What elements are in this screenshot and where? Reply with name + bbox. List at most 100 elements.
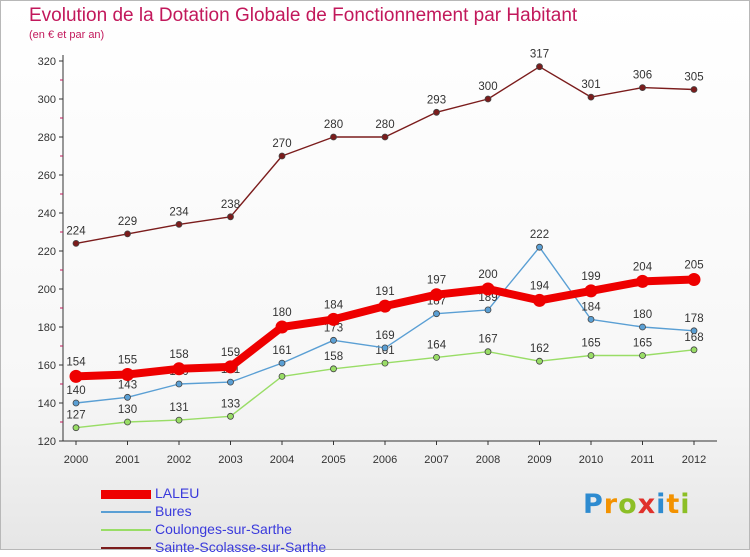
data-label-coulonges-sur-sarthe: 164 (427, 339, 447, 351)
data-point-laleu (481, 282, 495, 296)
data-point-coulonges-sur-sarthe (278, 372, 286, 380)
data-point-laleu (327, 312, 340, 326)
data-label-bures: 169 (375, 330, 394, 342)
y-tick-label: 320 (38, 56, 56, 68)
x-tick-label: 2008 (476, 454, 500, 466)
data-point-coulonges-sur-sarthe (124, 418, 131, 426)
data-point-laleu (687, 273, 701, 286)
data-point-sainte-scolasse-sur-sarthe (484, 95, 492, 103)
data-label-laleu: 180 (272, 307, 291, 319)
data-point-coulonges-sur-sarthe (639, 352, 646, 359)
data-label-sainte-scolasse-sur-sarthe: 238 (221, 199, 240, 211)
data-point-bures (690, 327, 698, 335)
data-point-bures (330, 336, 337, 344)
data-point-coulonges-sur-sarthe (690, 346, 698, 354)
data-point-bures (227, 378, 234, 386)
y-tick-label: 240 (38, 208, 56, 220)
data-point-coulonges-sur-sarthe (175, 416, 183, 424)
data-point-coulonges-sur-sarthe (433, 353, 440, 361)
data-point-laleu (378, 299, 392, 313)
data-label-bures: 140 (66, 385, 85, 397)
data-label-laleu: 204 (633, 261, 653, 273)
data-point-coulonges-sur-sarthe (330, 365, 337, 373)
y-tick-label: 220 (38, 246, 56, 258)
data-label-sainte-scolasse-sur-sarthe: 224 (66, 225, 86, 237)
data-point-bures (72, 399, 80, 407)
logo-letter: i (680, 489, 691, 520)
data-point-sainte-scolasse-sur-sarthe (433, 108, 440, 116)
data-label-coulonges-sur-sarthe: 165 (581, 338, 600, 350)
data-point-laleu (636, 274, 649, 288)
data-label-sainte-scolasse-sur-sarthe: 306 (633, 70, 652, 82)
x-tick-label: 2000 (64, 454, 88, 466)
legend-label: Bures (155, 503, 192, 519)
data-label-laleu: 205 (684, 260, 703, 272)
data-point-coulonges-sur-sarthe (587, 352, 595, 359)
data-label-coulonges-sur-sarthe: 158 (324, 351, 343, 363)
data-point-coulonges-sur-sarthe (227, 412, 234, 420)
legend-label: LALEU (155, 485, 200, 501)
data-label-sainte-scolasse-sur-sarthe: 270 (272, 138, 291, 150)
data-point-bures (124, 393, 131, 401)
data-label-laleu: 184 (324, 299, 344, 311)
data-label-laleu: 199 (581, 271, 600, 283)
data-label-coulonges-sur-sarthe: 168 (684, 332, 703, 344)
data-label-bures: 143 (118, 379, 137, 391)
data-label-sainte-scolasse-sur-sarthe: 229 (118, 216, 137, 228)
data-point-bures (587, 315, 595, 323)
data-label-sainte-scolasse-sur-sarthe: 234 (169, 206, 189, 218)
data-point-bures (484, 306, 492, 314)
x-tick-label: 2007 (424, 454, 448, 466)
logo-letter: o (618, 489, 638, 520)
data-point-laleu (533, 293, 546, 307)
data-label-laleu: 158 (169, 349, 188, 361)
data-point-sainte-scolasse-sur-sarthe (587, 93, 595, 101)
data-point-laleu (224, 360, 237, 374)
data-point-sainte-scolasse-sur-sarthe (227, 213, 234, 221)
legend-swatch (101, 547, 151, 549)
data-label-coulonges-sur-sarthe: 130 (118, 404, 137, 416)
data-label-laleu: 155 (118, 355, 137, 367)
chart-title: Evolution de la Dotation Globale de Fonc… (29, 5, 578, 26)
data-point-sainte-scolasse-sur-sarthe (175, 220, 183, 228)
data-point-bures (536, 243, 543, 251)
legend-item: Coulonges-sur-Sarthe (101, 521, 401, 539)
data-point-sainte-scolasse-sur-sarthe (72, 239, 80, 247)
chart-subtitle: (en € et par an) (29, 29, 105, 41)
x-tick-label: 2003 (218, 454, 242, 466)
data-label-sainte-scolasse-sur-sarthe: 301 (581, 79, 600, 91)
data-point-laleu (430, 288, 443, 302)
data-label-sainte-scolasse-sur-sarthe: 317 (530, 49, 549, 61)
legend-swatch (101, 511, 151, 513)
legend-item: LALEU (101, 485, 401, 503)
data-point-bures (278, 359, 286, 367)
x-tick-label: 2005 (321, 454, 345, 466)
data-label-bures: 222 (530, 229, 549, 241)
data-label-bures: 178 (684, 313, 703, 325)
data-label-sainte-scolasse-sur-sarthe: 293 (427, 94, 446, 106)
data-label-laleu: 154 (66, 356, 86, 368)
x-tick-label: 2010 (579, 454, 603, 466)
data-label-laleu: 159 (221, 347, 240, 359)
data-label-coulonges-sur-sarthe: 127 (66, 410, 85, 422)
data-label-bures: 184 (581, 301, 601, 313)
data-point-laleu (69, 369, 83, 383)
data-point-coulonges-sur-sarthe (484, 348, 492, 356)
data-point-coulonges-sur-sarthe (72, 424, 80, 432)
x-tick-label: 2004 (270, 454, 294, 466)
data-label-coulonges-sur-sarthe: 167 (478, 334, 497, 346)
logo-letter: t (666, 489, 681, 520)
legend-swatch (101, 529, 151, 531)
data-point-coulonges-sur-sarthe (536, 357, 543, 365)
data-label-bures: 180 (633, 309, 652, 321)
data-point-sainte-scolasse-sur-sarthe (124, 230, 131, 238)
data-label-bures: 189 (478, 292, 497, 304)
data-point-bures (639, 323, 646, 331)
y-tick-label: 140 (38, 398, 56, 410)
data-point-sainte-scolasse-sur-sarthe (381, 133, 389, 141)
legend-label: Sainte-Scolasse-sur-Sarthe (155, 539, 327, 555)
data-label-bures: 161 (272, 345, 291, 357)
data-point-bures (381, 344, 389, 352)
data-point-sainte-scolasse-sur-sarthe (639, 84, 646, 91)
